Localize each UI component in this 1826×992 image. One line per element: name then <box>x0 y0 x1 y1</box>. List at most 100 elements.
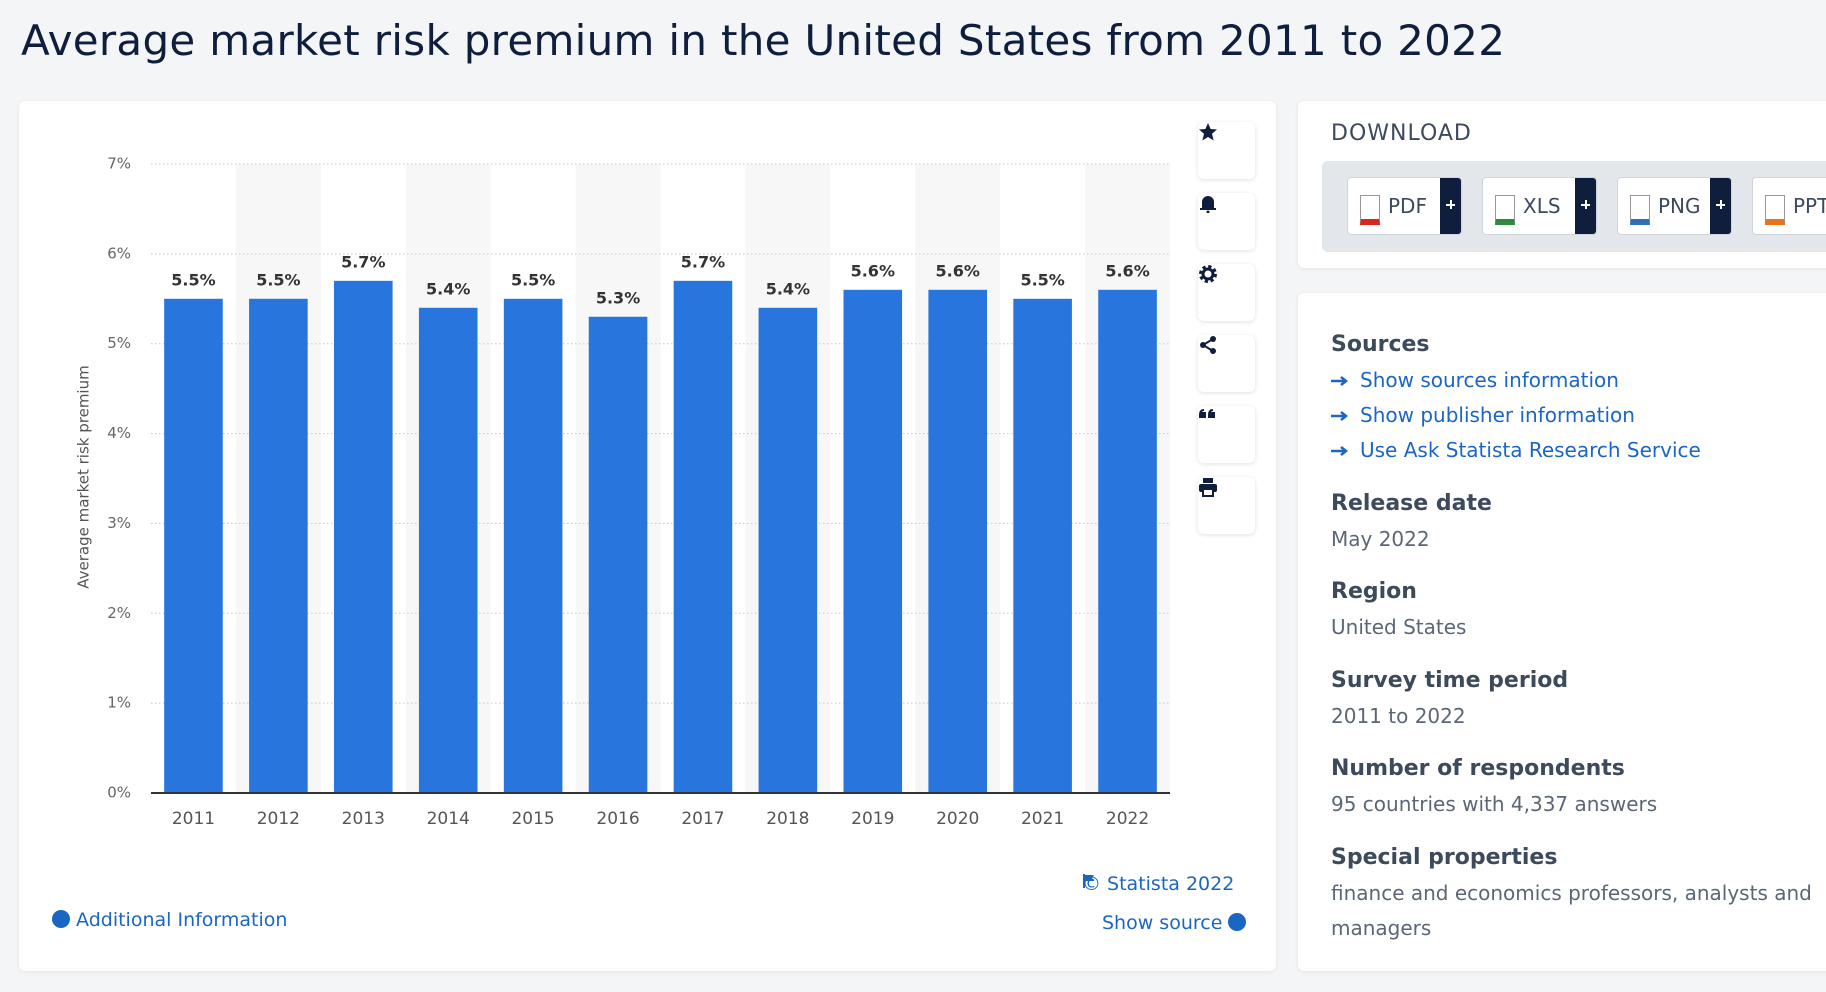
bar <box>758 307 818 793</box>
x-tick-label: 2015 <box>511 809 554 829</box>
source-link-text: Show publisher information <box>1360 403 1635 427</box>
y-tick-label: 1% <box>107 694 131 712</box>
value-label: 5.7% <box>681 252 725 271</box>
favorite-button[interactable] <box>1198 122 1255 179</box>
share-button[interactable] <box>1198 335 1255 392</box>
bar <box>503 298 563 793</box>
flag-icon <box>1083 874 1094 888</box>
section-heading: Release date <box>1331 490 1492 516</box>
settings-button[interactable] <box>1198 264 1255 321</box>
download-card: DOWNLOAD PDF XLS PNG PPT <box>1298 101 1826 268</box>
y-tick-label: 0% <box>107 784 131 802</box>
file-icon <box>1765 195 1785 225</box>
print-button[interactable] <box>1198 477 1255 534</box>
chart-card: 0% 1% 2% 3% 4% 5% 6% 7% Average market risk prem… <box>19 101 1276 971</box>
bar <box>673 280 733 793</box>
download-strip: PDF XLS PNG PPT <box>1322 161 1826 252</box>
y-axis-title: Average market risk premium <box>75 365 93 588</box>
arrow-icon <box>1331 411 1349 421</box>
bar <box>418 307 478 793</box>
arrow-icon <box>1331 376 1349 386</box>
format-label: PPT <box>1793 194 1826 218</box>
section-text: 2011 to 2022 <box>1331 703 1466 728</box>
x-tick-label: 2018 <box>766 809 809 829</box>
plus-icon <box>1440 178 1461 234</box>
x-tick-label: 2013 <box>342 809 385 829</box>
format-label: PNG <box>1658 194 1701 218</box>
source-link[interactable]: Show publisher information <box>1331 398 1821 433</box>
notification-button[interactable] <box>1198 193 1255 250</box>
section-heading: Sources <box>1331 332 1430 357</box>
value-label: 5.5% <box>511 270 555 289</box>
x-tick-label: 2021 <box>1021 809 1064 829</box>
show-source-link[interactable]: Show source <box>1102 912 1247 934</box>
x-tick-label: 2022 <box>1106 809 1149 829</box>
show-source-text: Show source <box>1102 912 1223 934</box>
bar <box>843 289 903 793</box>
details-card: Sources Show sources information Show publ… <box>1298 293 1826 971</box>
info-icon <box>52 910 70 928</box>
value-label: 5.3% <box>596 288 640 307</box>
section-text: 95 countries with 4,337 answers <box>1331 792 1658 816</box>
bar <box>588 316 648 793</box>
download-button[interactable]: XLS <box>1482 177 1597 235</box>
section-text: May 2022 <box>1331 526 1430 551</box>
file-icon <box>1630 195 1650 225</box>
x-tick-label: 2016 <box>596 809 639 829</box>
value-label: 5.4% <box>426 279 470 298</box>
bar <box>928 289 988 793</box>
download-button[interactable]: PPT <box>1752 177 1826 235</box>
bar <box>333 280 393 793</box>
page-title: Average market risk premium in the Unite… <box>21 16 1506 65</box>
plus-icon <box>1710 178 1731 234</box>
bar <box>249 298 308 793</box>
additional-info-link[interactable]: Additional Information <box>52 909 287 931</box>
x-tick-label: 2011 <box>172 809 215 829</box>
y-tick-label: 3% <box>107 514 131 532</box>
arrow-icon <box>1331 446 1349 456</box>
x-tick-label: 2020 <box>936 809 979 829</box>
download-button[interactable]: PDF <box>1347 177 1462 235</box>
value-label: 5.4% <box>766 279 810 298</box>
source-link[interactable]: Use Ask Statista Research Service <box>1331 433 1821 468</box>
section-text: finance and economics professors, analys… <box>1331 880 1812 940</box>
section-heading: Region <box>1331 579 1417 604</box>
x-tick-label: 2014 <box>427 809 470 829</box>
details: Sources Show sources information Show publ… <box>1331 327 1821 946</box>
section-text: United States <box>1331 615 1467 639</box>
cite-button[interactable] <box>1198 406 1255 463</box>
value-label: 5.6% <box>1105 261 1149 280</box>
x-tick-label: 2019 <box>851 809 894 829</box>
value-label: 5.5% <box>1020 270 1064 289</box>
section-heading: Survey time period <box>1331 667 1569 693</box>
bar <box>1098 289 1157 793</box>
value-label: 5.6% <box>851 261 895 280</box>
x-tick-label: 2017 <box>681 809 724 829</box>
source-link[interactable]: Show sources information <box>1331 363 1821 398</box>
bar <box>164 298 223 793</box>
y-tick-label: 7% <box>107 155 131 173</box>
copyright-link[interactable]: © Statista 2022 <box>1082 873 1234 895</box>
value-label: 5.6% <box>936 261 980 280</box>
y-tick-label: 6% <box>107 244 131 262</box>
source-link-text: Use Ask Statista Research Service <box>1360 438 1701 462</box>
additional-info-text: Additional Information <box>76 909 288 931</box>
value-label: 5.7% <box>341 252 385 271</box>
file-icon <box>1495 195 1515 225</box>
format-label: XLS <box>1523 194 1561 218</box>
section-heading: Number of respondents <box>1331 756 1625 781</box>
info-icon <box>1228 913 1247 931</box>
download-heading: DOWNLOAD <box>1331 121 1472 146</box>
format-label: PDF <box>1388 194 1427 218</box>
plus-icon <box>1575 178 1596 234</box>
y-tick-label: 4% <box>107 424 131 442</box>
source-link-text: Show sources information <box>1360 368 1619 392</box>
y-tick-label: 5% <box>107 334 131 352</box>
y-tick-label: 2% <box>107 604 131 622</box>
download-button[interactable]: PNG <box>1617 177 1732 235</box>
value-label: 5.5% <box>171 270 215 289</box>
bar <box>1013 298 1072 793</box>
file-icon <box>1360 195 1380 225</box>
copyright-text: © Statista 2022 <box>1082 873 1235 895</box>
